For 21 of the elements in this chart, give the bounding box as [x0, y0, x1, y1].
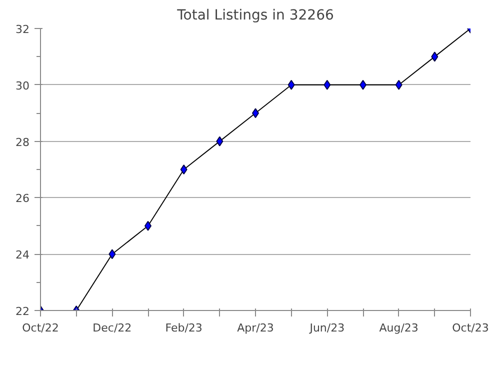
y-tick-label: 32	[16, 23, 30, 36]
x-tick-label: Oct/22	[22, 322, 59, 334]
chart-title: Total Listings in 32266	[176, 8, 334, 24]
y-tick-label: 28	[16, 136, 30, 149]
y-tick-label: 26	[16, 192, 30, 206]
point	[324, 80, 331, 90]
y-tick-label: 24	[16, 248, 30, 262]
y-tick-label: 22	[16, 305, 30, 318]
x-tick-label: Dec/22	[92, 322, 132, 334]
y-tick-label: 30	[16, 79, 30, 92]
point	[180, 164, 188, 174]
x-tick-label: Aug/23	[379, 322, 418, 334]
x-tick-label: Oct/23	[452, 322, 489, 334]
point	[108, 249, 116, 260]
x-tick-label: Jun/23	[308, 322, 345, 334]
point	[288, 80, 295, 90]
x-tick-label: Feb/23	[165, 322, 202, 334]
point	[431, 52, 438, 62]
point	[216, 136, 224, 146]
point	[395, 80, 402, 90]
x-tick-label: Apr/23	[237, 322, 274, 334]
